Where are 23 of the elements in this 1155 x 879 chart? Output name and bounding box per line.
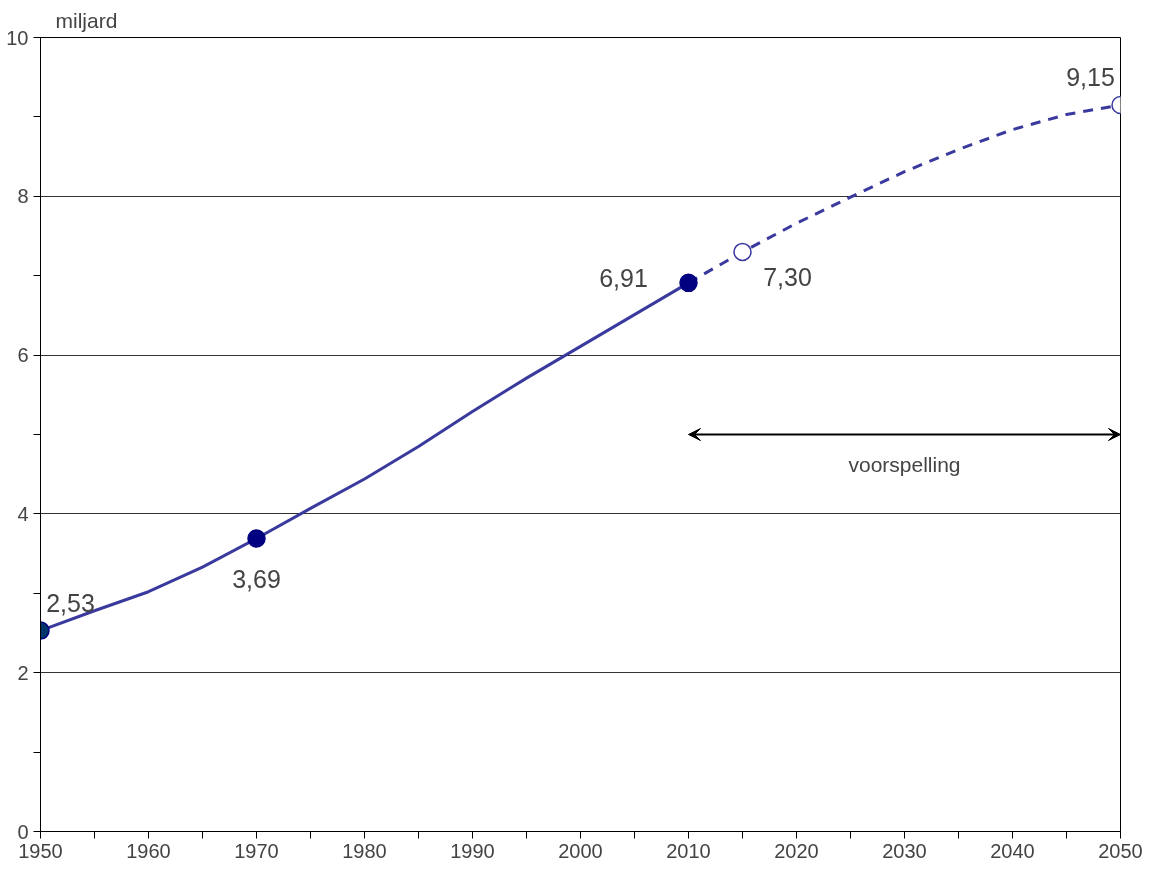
x-tick-label: 2000 <box>558 839 603 862</box>
point <box>679 273 698 293</box>
x-tick-label: 1990 <box>450 839 495 862</box>
x-tick-label: 2030 <box>882 839 927 862</box>
x-tick-label: 2040 <box>990 839 1035 862</box>
x-tick-label: 2050 <box>1098 839 1143 862</box>
data-label: 3,69 <box>232 564 281 593</box>
data-label: 6,91 <box>599 263 648 292</box>
y-tick-label: 2 <box>17 661 29 684</box>
x-tick-label: 1980 <box>342 839 387 862</box>
data-label: 7,30 <box>763 262 812 291</box>
y-axis-title: miljard <box>55 8 118 32</box>
data-label: 2,53 <box>46 588 95 617</box>
y-tick-label: 8 <box>17 185 29 208</box>
y-tick-label: 4 <box>17 502 29 525</box>
x-tick-label: 2010 <box>666 839 711 862</box>
y-tick-label: 6 <box>17 344 29 367</box>
x-tick-label: 2020 <box>774 839 819 862</box>
annotation: voorspelling <box>848 453 961 476</box>
x-tick-label: 1960 <box>126 839 171 862</box>
y-tick-label: 10 <box>6 26 29 49</box>
data-label: 9,15 <box>1066 62 1115 91</box>
x-tick-label: 1970 <box>234 839 279 862</box>
